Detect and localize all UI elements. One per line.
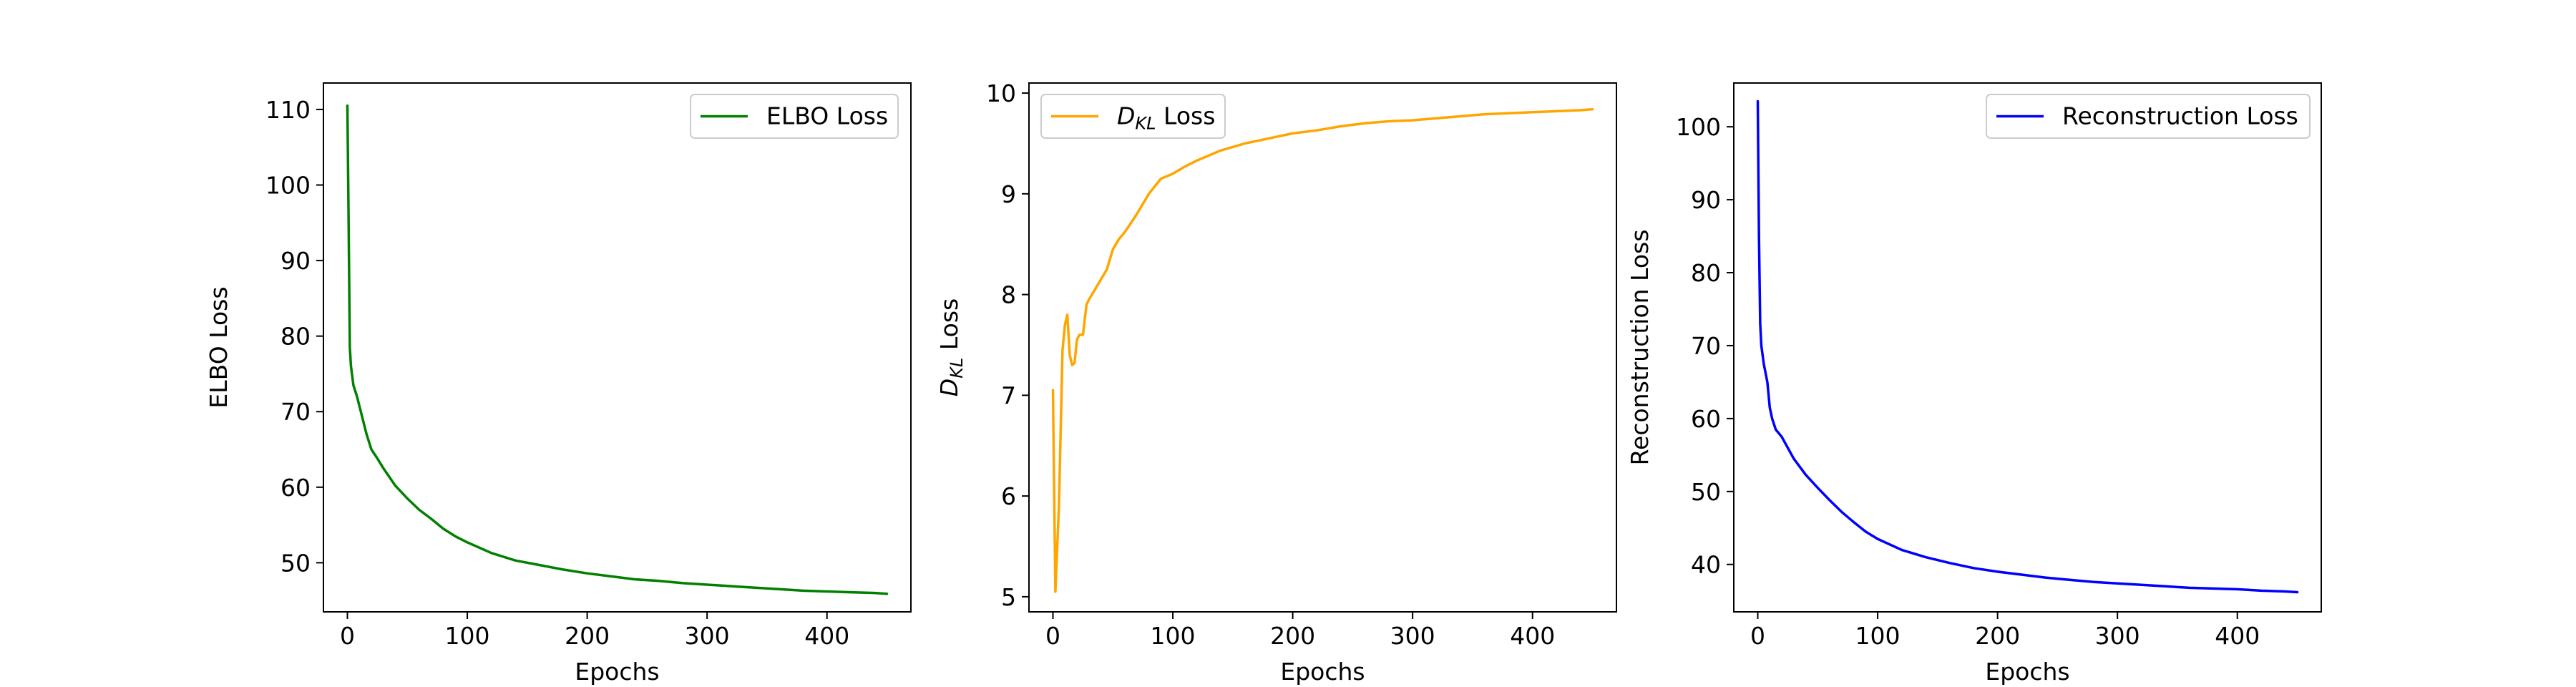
plot-frame	[1733, 82, 2322, 613]
legend: Reconstruction Loss	[1986, 94, 2311, 139]
series-line	[1051, 107, 1594, 593]
legend-box	[1986, 94, 2311, 139]
chart-panel-1: 0 100 200 300 400 50 60 70 80 90 100 110 Epochs ELBO …	[205, 82, 912, 686]
x-axis-label: Epochs	[1985, 658, 2069, 686]
x-tick-label: 0	[1045, 622, 1060, 650]
y-tick-label: 8	[1001, 281, 1016, 309]
y-tick-label: 110	[265, 96, 311, 124]
y-tick-label: 50	[280, 549, 311, 577]
y-tick-label: 100	[1676, 113, 1721, 141]
x-tick-label: 100	[1855, 622, 1901, 650]
series-line	[1756, 99, 2299, 594]
y-tick-label: 60	[1691, 405, 1721, 433]
y-tick-label: 9	[1001, 180, 1016, 208]
y-tick-label: 60	[280, 474, 311, 502]
x-tick-label: 400	[2215, 622, 2260, 650]
x-tick-label: 400	[804, 622, 849, 650]
y-axis-label: ELBO Loss	[205, 286, 233, 408]
legend-box	[690, 94, 899, 139]
y-tick-label: 90	[280, 247, 311, 275]
x-axis-label: Epochs	[1280, 658, 1365, 686]
legend-box	[1040, 94, 1226, 139]
x-tick-label: 200	[1975, 622, 2020, 650]
y-tick-label: 50	[1691, 478, 1721, 506]
series-line	[346, 104, 889, 595]
x-tick-label: 200	[565, 622, 610, 650]
y-tick-label: 5	[1001, 583, 1016, 611]
legend-label: ELBO Loss	[766, 102, 888, 130]
x-tick-label: 0	[1750, 622, 1765, 650]
y-tick-label: 40	[1691, 551, 1721, 579]
y-tick-label: 90	[1691, 186, 1721, 214]
x-tick-label: 300	[685, 622, 730, 650]
x-axis-label: Epochs	[575, 658, 659, 686]
x-tick-label: 100	[445, 622, 490, 650]
y-tick-label: 6	[1001, 482, 1016, 510]
plot-frame	[1028, 82, 1617, 613]
chart-panel-3: 0 100 200 300 400 40 50 60 70 80 90 100 Epochs Recons…	[1626, 82, 2322, 686]
y-tick-label: 80	[1691, 259, 1721, 287]
y-axis-label: Reconstruction Loss	[1626, 230, 1654, 466]
chart-panel-2: 0 100 200 300 400 5 6 7 8 9 10 Epochs DKL Loss DKL Lo…	[935, 79, 1617, 686]
x-tick-label: 400	[1510, 622, 1555, 650]
x-tick-label: 300	[2095, 622, 2140, 650]
plot-frame	[323, 82, 912, 613]
legend: DKL Loss	[1040, 94, 1226, 139]
x-tick-label: 100	[1151, 622, 1196, 650]
legend-label: DKL Loss	[1117, 102, 1215, 134]
legend: ELBO Loss	[690, 94, 899, 139]
y-tick-label: 7	[1001, 381, 1016, 409]
legend-label: Reconstruction Loss	[2062, 102, 2298, 130]
y-tick-label: 70	[280, 398, 311, 426]
y-axis-label: DKL Loss	[935, 298, 967, 396]
x-tick-label: 300	[1390, 622, 1435, 650]
x-tick-label: 0	[340, 622, 355, 650]
y-tick-label: 70	[1691, 332, 1721, 360]
y-tick-label: 80	[280, 323, 311, 351]
y-tick-label: 10	[986, 79, 1016, 107]
y-tick-label: 100	[265, 172, 311, 200]
x-tick-label: 200	[1270, 622, 1315, 650]
